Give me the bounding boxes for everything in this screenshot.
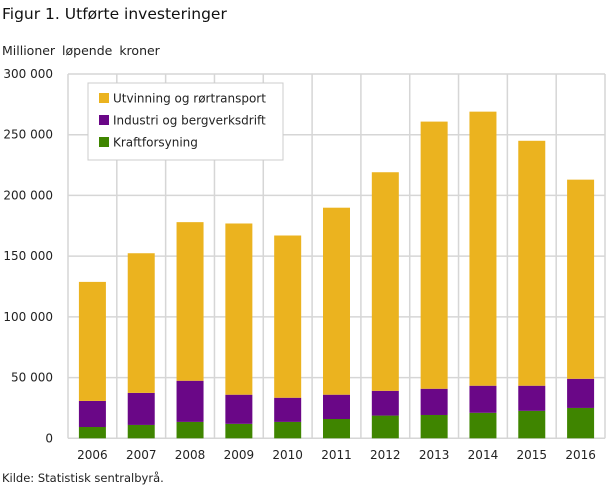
bar-segment [518,140,546,386]
bar-segment [323,207,350,395]
bar-segment [323,394,350,419]
x-tick-label: 2012 [370,448,401,462]
bar-segment [323,418,350,439]
chart-title: Figur 1. Utførte investeringer [2,5,227,23]
x-tick-label: 2007 [126,448,157,462]
legend-label: Kraftforsyning [113,136,198,150]
bar-segment [371,390,399,416]
bar-segment [274,235,302,398]
bar-segment [420,414,448,439]
y-tick-label: 200 000 [3,188,53,202]
bar-segment [127,392,155,425]
x-tick-label: 2010 [272,448,303,462]
bar-segment [371,415,399,439]
bar-segment [567,378,595,408]
bar-segment [469,385,497,413]
y-tick-label: 150 000 [3,249,53,263]
bar-segment [176,421,204,439]
y-tick-label: 50 000 [11,371,53,385]
bar-segment [469,412,497,439]
legend-label: Utvinning og rørtransport [113,92,266,106]
bar-segment [176,380,204,422]
bar-segment [518,410,546,439]
bar-segment [78,400,106,428]
x-tick-label: 2008 [175,448,206,462]
y-tick-label: 300 000 [3,67,53,81]
legend-swatch [99,93,109,103]
bar-segment [274,421,302,439]
legend-swatch [99,115,109,125]
bar-segment [518,385,546,411]
bar-segment [78,281,106,401]
legend-box [87,82,284,161]
bar-segment [127,253,155,393]
x-tick-label: 2013 [419,448,450,462]
bar-segment [225,223,253,395]
bar-segment [420,388,448,415]
x-tick-label: 2009 [224,448,255,462]
y-tick-label: 250 000 [3,128,53,142]
x-tick-label: 2006 [77,448,108,462]
bar-segment [176,222,204,381]
bar-segment [567,407,595,439]
legend-label: Industri og bergverksdrift [113,114,266,128]
x-tick-label: 2016 [565,448,596,462]
bar-segment [469,111,497,386]
y-tick-label: 0 [45,431,53,445]
bar-segment [567,179,595,379]
bar-segment [274,397,302,422]
bar-segment [78,427,106,439]
bar-segment [371,172,399,391]
x-tick-label: 2014 [468,448,499,462]
source-note: Kilde: Statistisk sentralbyrå. [2,471,164,485]
legend-swatch [99,137,109,147]
y-tick-label: 100 000 [3,310,53,324]
bar-segment [127,424,155,439]
y-axis-label: Millioner løpende kroner [2,43,160,58]
x-tick-label: 2011 [321,448,352,462]
bar-segment [225,394,253,424]
bar-segment [225,423,253,439]
x-tick-label: 2015 [516,448,547,462]
bar-segment [420,121,448,389]
